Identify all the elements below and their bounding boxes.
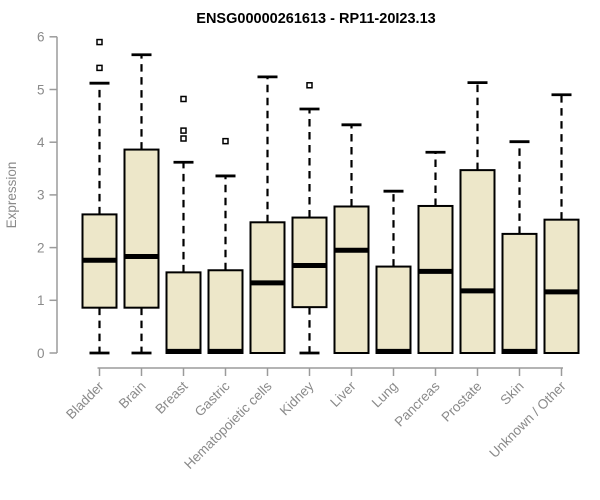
- boxplot-lung: [375, 189, 412, 354]
- outlier-point: [306, 82, 313, 89]
- boxplot-pancreas: [417, 150, 454, 354]
- y-tick-label: 3: [37, 188, 45, 203]
- x-tick-label: Skin: [497, 379, 526, 408]
- boxplot-series: [81, 38, 580, 355]
- boxplot-unknown-other: [543, 93, 580, 354]
- outlier-point: [180, 95, 187, 103]
- iqr-box: [417, 204, 454, 354]
- boxplot-kidney: [291, 82, 328, 355]
- iqr-box: [207, 269, 244, 354]
- y-tick-label: 5: [37, 82, 45, 97]
- y-axis-label: Expression: [4, 162, 19, 229]
- iqr-box: [291, 216, 328, 309]
- iqr-box: [165, 271, 202, 354]
- boxplot-prostate: [459, 81, 496, 354]
- y-tick-label: 1: [37, 293, 45, 308]
- outlier-point: [96, 64, 103, 72]
- outlier-point: [180, 127, 187, 134]
- x-tick-label: Breast: [152, 378, 190, 416]
- boxplot-skin: [501, 140, 538, 354]
- outlier-point: [180, 135, 187, 142]
- outlier-point: [96, 38, 103, 46]
- x-tick-label: Unknown / Other: [486, 378, 569, 461]
- y-tick-label: 2: [37, 240, 45, 255]
- chart-title: ENSG00000261613 - RP11-20I23.13: [196, 11, 435, 27]
- iqr-box: [123, 148, 160, 309]
- boxplot-gastric: [207, 137, 244, 354]
- iqr-box: [375, 265, 412, 354]
- iqr-box: [543, 218, 580, 354]
- x-tick-label: Brain: [116, 379, 149, 412]
- y-tick-label: 4: [37, 135, 45, 150]
- iqr-box: [333, 205, 370, 354]
- x-tick-label: Pancreas: [392, 378, 443, 429]
- x-tick-label: Lung: [369, 379, 401, 411]
- x-tick-label: Kidney: [277, 378, 317, 418]
- boxplot-liver: [333, 123, 370, 354]
- boxplot-breast: [165, 95, 202, 354]
- y-axis: 0 1 2 3 4 5 6: [37, 30, 58, 361]
- x-tick-label: Liver: [327, 378, 359, 410]
- iqr-box: [459, 169, 496, 354]
- boxplot-brain: [123, 53, 160, 355]
- outlier-point: [222, 137, 229, 145]
- x-tick-label: Gastric: [192, 378, 233, 419]
- boxplot-hematopoietic-cells: [249, 75, 286, 354]
- x-tick-label: Bladder: [63, 378, 107, 422]
- y-tick-label: 0: [37, 346, 45, 361]
- y-tick-label: 6: [37, 30, 45, 45]
- iqr-box: [501, 232, 538, 354]
- iqr-box: [249, 221, 286, 354]
- x-tick-label: Prostate: [438, 379, 484, 425]
- boxplot-bladder: [81, 38, 118, 355]
